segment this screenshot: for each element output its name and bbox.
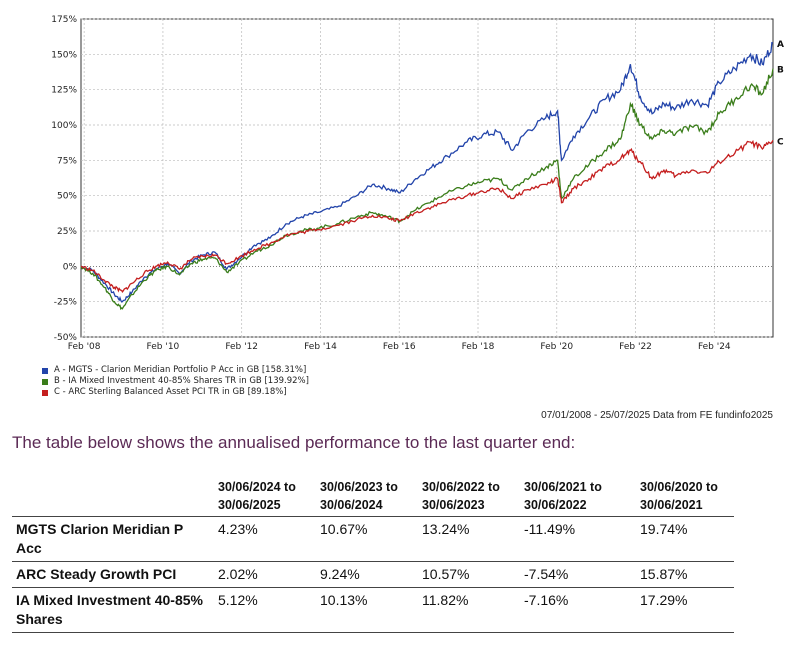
- y-tick-label: -25%: [54, 298, 78, 308]
- header-period-5: 30/06/2020 to 30/06/2021: [640, 480, 718, 512]
- table-cell: 19.74%: [640, 521, 688, 537]
- y-tick-label: 50%: [57, 192, 77, 202]
- table-intro: The table below shows the annualised per…: [12, 433, 576, 452]
- header-period-2: 30/06/2023 to 30/06/2024: [320, 480, 398, 512]
- x-tick-label: Feb '20: [540, 342, 573, 352]
- legend-swatch-b: [42, 378, 48, 385]
- x-tick-label: Feb '16: [383, 342, 416, 352]
- chart-legend: A - MGTS - Clarion Meridian Portfolio P …: [42, 365, 309, 398]
- table-header-row: 30/06/2024 to 30/06/2025 30/06/2023 to 3…: [12, 474, 734, 517]
- table-cell: 13.24%: [422, 521, 470, 537]
- x-tick-label: Feb '14: [304, 342, 337, 352]
- y-tick-label: 100%: [51, 121, 77, 131]
- series-line-b: [80, 68, 774, 311]
- fund-name: IA Mixed Investment 40-85% Shares: [16, 592, 203, 627]
- legend-item-a: A - MGTS - Clarion Meridian Portfolio P …: [42, 365, 309, 376]
- x-tick-label: Feb '12: [225, 342, 258, 352]
- plot-area: [80, 18, 774, 338]
- y-tick-label: 75%: [57, 156, 77, 166]
- x-tick-label: Feb '10: [147, 342, 180, 352]
- y-tick-label: 125%: [51, 86, 77, 96]
- table-cell: 15.87%: [640, 566, 688, 582]
- header-period-3: 30/06/2022 to 30/06/2023: [422, 480, 500, 512]
- table-cell: -7.54%: [524, 566, 569, 582]
- table-cell: 17.29%: [640, 592, 688, 608]
- header-period-1: 30/06/2024 to 30/06/2025: [218, 480, 296, 512]
- header-fund: [12, 474, 214, 517]
- legend-label-a: A - MGTS - Clarion Meridian Portfolio P …: [54, 365, 307, 375]
- legend-label-c: C - ARC Sterling Balanced Asset PCI TR i…: [54, 387, 287, 397]
- header-period-4: 30/06/2021 to 30/06/2022: [524, 480, 602, 512]
- table-cell: 11.82%: [422, 592, 469, 608]
- legend-label-b: B - IA Mixed Investment 40-85% Shares TR…: [54, 376, 309, 386]
- series-line-a: [80, 41, 774, 303]
- table-cell: -11.49%: [524, 521, 576, 537]
- table-row: ARC Steady Growth PCI 2.02% 9.24% 10.57%…: [12, 562, 734, 588]
- legend-item-b: B - IA Mixed Investment 40-85% Shares TR…: [42, 376, 309, 387]
- legend-item-c: C - ARC Sterling Balanced Asset PCI TR i…: [42, 387, 309, 398]
- series-end-label-b: B: [777, 66, 784, 76]
- fund-name: ARC Steady Growth PCI: [16, 566, 177, 582]
- table-cell: 4.23%: [218, 521, 258, 537]
- table-cell: 10.13%: [320, 592, 368, 608]
- table-cell: 10.57%: [422, 566, 470, 582]
- series-end-label-c: C: [777, 137, 784, 147]
- x-tick-label: Feb '24: [698, 342, 731, 352]
- legend-swatch-a: [42, 367, 48, 374]
- table-cell: 2.02%: [218, 566, 258, 582]
- legend-swatch-c: [42, 389, 48, 396]
- table-row: IA Mixed Investment 40-85% Shares 5.12% …: [12, 588, 734, 633]
- y-tick-label: -50%: [54, 333, 78, 343]
- x-tick-label: Feb '22: [619, 342, 652, 352]
- y-tick-label: 25%: [57, 227, 77, 237]
- y-tick-label: 175%: [51, 15, 77, 25]
- table-cell: -7.16%: [524, 592, 569, 608]
- y-tick-label: 0%: [63, 262, 78, 272]
- series-end-label-a: A: [777, 40, 784, 50]
- performance-chart: 175%150%125%100%75%50%25%0%-25%-50%Feb '…: [51, 15, 784, 352]
- table-row: MGTS Clarion Meridian P Acc 4.23% 10.67%…: [12, 517, 734, 562]
- x-tick-label: Feb '08: [68, 342, 101, 352]
- performance-table: 30/06/2024 to 30/06/2025 30/06/2023 to 3…: [12, 474, 734, 633]
- fund-name: MGTS Clarion Meridian P Acc: [16, 521, 183, 556]
- table-cell: 9.24%: [320, 566, 360, 582]
- table-cell: 5.12%: [218, 592, 258, 608]
- table-cell: 10.67%: [320, 521, 368, 537]
- x-tick-label: Feb '18: [462, 342, 495, 352]
- series-line-c: [80, 139, 774, 293]
- source-note: 07/01/2008 - 25/07/2025 Data from FE fun…: [541, 410, 773, 421]
- y-tick-label: 150%: [51, 50, 77, 60]
